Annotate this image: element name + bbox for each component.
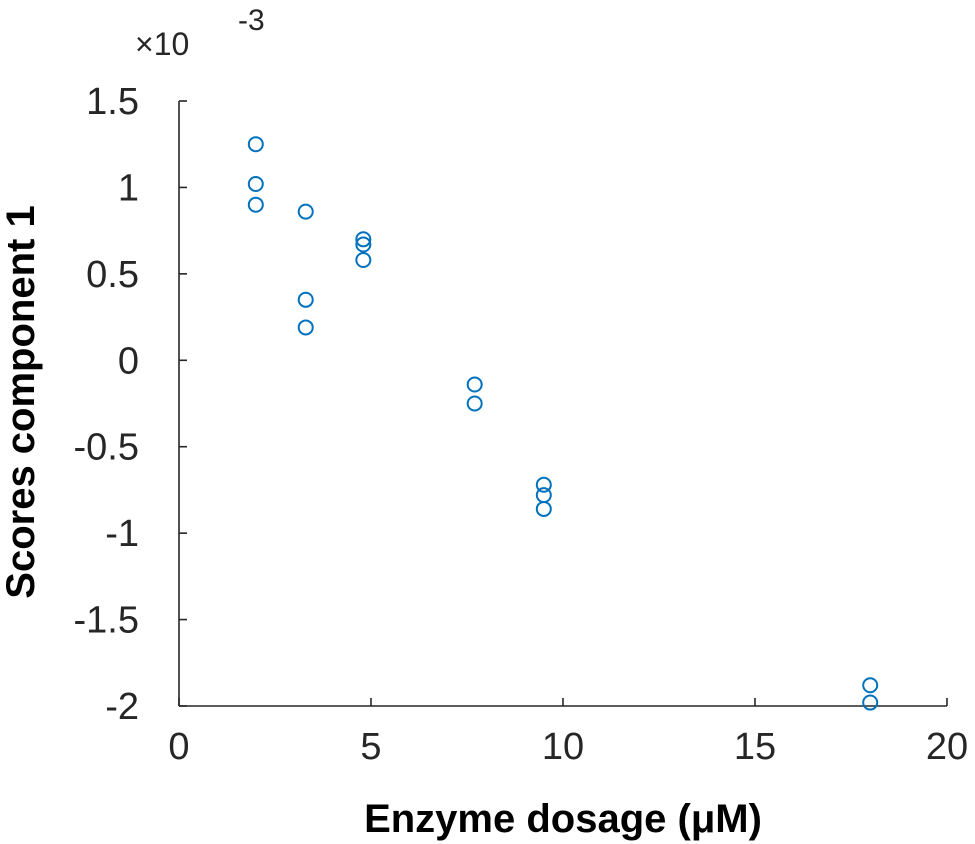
y-tick-label: -1 xyxy=(105,513,139,555)
data-point xyxy=(466,376,483,393)
y-tick-label: 0.5 xyxy=(86,254,139,296)
data-point xyxy=(297,203,314,220)
axes xyxy=(178,101,947,707)
data-point xyxy=(355,252,372,269)
data-points xyxy=(247,136,879,711)
data-point xyxy=(297,319,314,336)
x-tick-label: 15 xyxy=(734,726,776,768)
y-tick-label: 1.5 xyxy=(86,81,139,123)
scale-multiplier-exponent: -3 xyxy=(238,4,265,37)
data-point xyxy=(247,196,264,213)
y-tick-label: -1.5 xyxy=(74,600,139,642)
data-point xyxy=(535,476,552,493)
data-point xyxy=(466,395,483,412)
data-point xyxy=(247,175,264,192)
data-point xyxy=(862,694,879,711)
data-point xyxy=(862,677,879,694)
x-tick-label: 10 xyxy=(542,726,584,768)
x-tick-label: 0 xyxy=(168,726,189,768)
data-point xyxy=(355,231,372,248)
data-point xyxy=(535,500,552,517)
y-tick-label: -0.5 xyxy=(74,427,139,469)
y-tick-label: 1 xyxy=(118,167,139,209)
data-point xyxy=(297,291,314,308)
tick-marks xyxy=(178,100,948,707)
tick-labels: 0 5 10 15 20 -2 -1.5 -1 -0.5 0 0.5 1 1.5 xyxy=(74,81,969,768)
y-tick-label: -2 xyxy=(105,686,139,728)
scale-multiplier-prefix: ×10 xyxy=(135,26,189,62)
data-point xyxy=(535,487,552,504)
scale-multiplier: ×10 -3 xyxy=(135,4,265,62)
data-point xyxy=(247,136,264,153)
data-point xyxy=(355,236,372,253)
x-tick-label: 5 xyxy=(360,726,381,768)
y-tick-label: 0 xyxy=(118,340,139,382)
x-tick-label: 20 xyxy=(926,726,968,768)
x-axis-title: Enzyme dosage (μM) xyxy=(364,797,762,841)
y-axis-title: Scores component 1 xyxy=(0,205,43,598)
